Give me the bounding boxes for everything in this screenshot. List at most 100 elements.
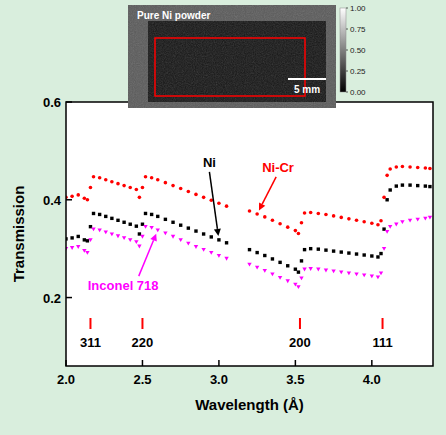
marker-circle — [395, 165, 399, 169]
marker-circle — [187, 190, 191, 194]
colorbar-tick-label: 0.75 — [350, 25, 366, 34]
marker-triangle — [324, 269, 328, 273]
marker-circle — [347, 217, 351, 221]
marker-triangle — [163, 231, 167, 235]
marker-triangle — [128, 238, 132, 242]
marker-square — [110, 217, 113, 220]
marker-circle — [370, 221, 374, 225]
marker-triangle — [122, 236, 126, 240]
marker-square — [271, 257, 274, 260]
marker-square — [263, 254, 266, 257]
marker-square — [98, 213, 101, 216]
marker-square — [385, 198, 388, 201]
marker-triangle — [394, 223, 398, 227]
marker-circle — [116, 182, 120, 186]
marker-circle — [156, 178, 160, 182]
colorbar-tick — [346, 8, 348, 9]
marker-circle — [110, 180, 114, 184]
x-tick-label: 2.5 — [133, 372, 151, 387]
series-label: Inconel 718 — [88, 278, 159, 293]
reflection-tick — [141, 318, 143, 329]
marker-triangle — [400, 220, 404, 224]
x-tick — [218, 360, 220, 366]
marker-square — [83, 238, 86, 241]
inset-title: Pure Ni powder — [137, 10, 210, 21]
marker-square — [303, 248, 306, 251]
marker-triangle — [224, 257, 228, 261]
colorbar-tick-label: 0.50 — [350, 46, 366, 55]
marker-triangle — [382, 247, 386, 251]
marker-square — [122, 221, 125, 224]
x-axis-title: Wavelength (Å) — [195, 396, 304, 413]
y-tick — [66, 297, 72, 299]
marker-triangle — [186, 242, 190, 246]
marker-triangle — [201, 248, 205, 252]
marker-triangle — [82, 249, 86, 253]
arrow-head — [259, 203, 265, 211]
series-label: Ni-Cr — [262, 160, 294, 175]
x-tick-label: 4.0 — [363, 372, 381, 387]
marker-square — [187, 226, 190, 229]
marker-circle — [225, 204, 229, 208]
marker-triangle — [362, 273, 366, 277]
marker-triangle — [209, 251, 213, 255]
plot-frame — [66, 102, 433, 366]
series — [66, 165, 432, 236]
marker-circle — [385, 174, 389, 178]
marker-circle — [104, 178, 108, 182]
marker-square — [309, 247, 312, 250]
marker-circle — [355, 219, 359, 223]
marker-triangle — [76, 245, 80, 249]
y-axis-title: Transmission — [10, 186, 27, 283]
plot-area — [66, 102, 433, 366]
marker-circle — [138, 196, 142, 200]
marker-triangle — [116, 234, 120, 238]
marker-triangle — [70, 246, 74, 250]
x-tick — [65, 360, 67, 366]
marker-square — [86, 239, 89, 242]
marker-triangle — [263, 269, 267, 273]
marker-square — [70, 236, 73, 239]
marker-circle — [362, 220, 366, 224]
marker-square — [297, 270, 300, 273]
marker-square — [355, 252, 358, 255]
marker-triangle — [270, 272, 274, 276]
reflection-tick — [382, 318, 384, 329]
marker-circle — [89, 186, 93, 190]
marker-circle — [408, 165, 412, 169]
marker-circle — [388, 167, 392, 171]
marker-circle — [278, 222, 282, 226]
marker-circle — [255, 212, 259, 216]
marker-circle — [297, 232, 301, 236]
marker-square — [144, 212, 147, 215]
marker-square — [164, 218, 167, 221]
marker-triangle — [385, 230, 389, 234]
marker-triangle — [149, 226, 153, 230]
marker-square — [408, 183, 411, 186]
marker-circle — [339, 216, 343, 220]
marker-triangle — [316, 268, 320, 272]
reflection-label: 311 — [80, 335, 101, 350]
marker-circle — [98, 176, 102, 180]
marker-square — [156, 215, 159, 218]
reflection-label: 200 — [289, 335, 311, 350]
inset: Pure Ni powder5 mm1.000.750.500.250.00 — [128, 4, 366, 108]
inset-noise — [128, 5, 336, 108]
marker-circle — [144, 175, 148, 179]
marker-triangle — [178, 238, 182, 242]
y-tick-label: 0.2 — [43, 291, 61, 306]
background — [0, 0, 446, 435]
reflection-tick — [299, 318, 301, 329]
marker-triangle — [416, 218, 420, 222]
marker-circle — [303, 211, 307, 215]
marker-square — [370, 254, 373, 257]
marker-circle — [164, 181, 168, 185]
marker-square — [171, 221, 174, 224]
marker-triangle — [299, 276, 303, 280]
marker-triangle — [308, 267, 312, 271]
marker-square — [129, 223, 132, 226]
marker-triangle — [85, 251, 89, 255]
marker-circle — [86, 198, 90, 202]
arrow-head — [214, 228, 221, 235]
marker-square — [324, 248, 327, 251]
